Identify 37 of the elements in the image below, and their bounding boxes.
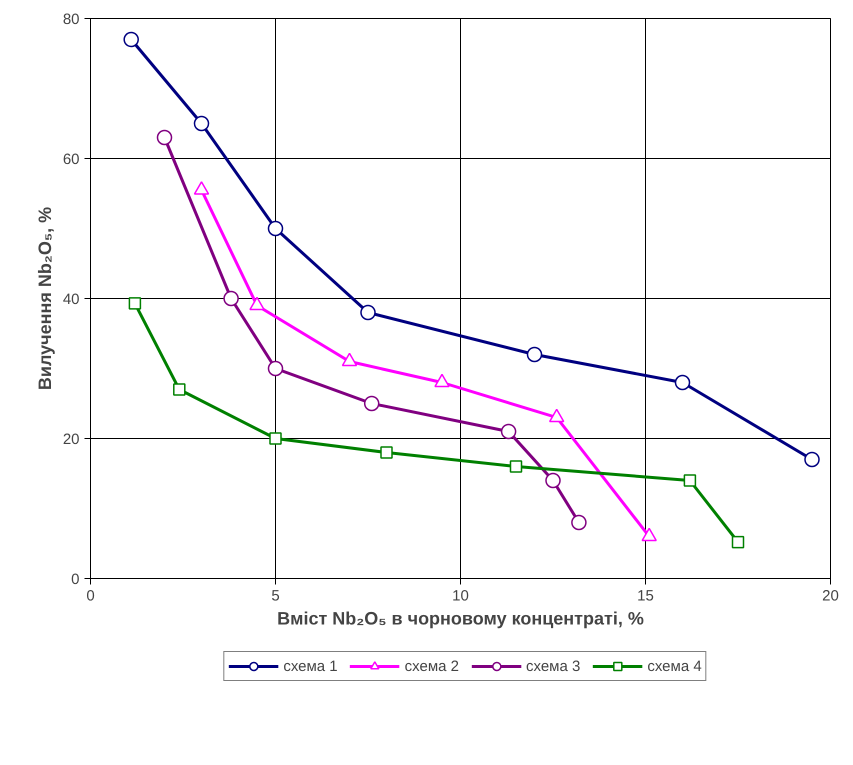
point [364, 396, 380, 412]
point [194, 116, 210, 132]
legend-label: схема 3 [526, 658, 580, 674]
y-tick-label: 20 [62, 431, 80, 448]
y-tick-label: 80 [62, 11, 80, 28]
legend-label: схема 4 [647, 658, 702, 674]
x-tick-label: 15 [637, 588, 654, 604]
legend-label: схема 2 [404, 658, 459, 674]
y-tick-label: 60 [62, 151, 80, 168]
point [269, 432, 282, 445]
x-tick-label: 10 [452, 588, 469, 604]
point [223, 290, 239, 306]
point [732, 536, 744, 548]
y-tick-label: 40 [62, 291, 80, 308]
point [360, 304, 376, 320]
point [674, 374, 690, 390]
x-tick-label: 20 [822, 588, 839, 604]
y-axis-title: Вилучення Nb₂O₅, % [34, 206, 55, 390]
point [128, 297, 142, 310]
point [571, 514, 587, 530]
point [500, 424, 516, 440]
point [173, 383, 186, 396]
x-tick-label: 5 [271, 588, 280, 604]
point [380, 446, 393, 459]
point [268, 360, 284, 376]
x-tick-label: 0 [86, 588, 95, 604]
y-tick-label: 0 [71, 571, 80, 588]
point [156, 130, 172, 146]
legend-label: схема 1 [283, 658, 338, 674]
point [526, 346, 542, 362]
point [268, 220, 284, 236]
x-axis-title: Вміст Nb₂O₅ в чорновому концентраті, % [277, 608, 644, 628]
point [123, 32, 139, 48]
point [510, 460, 522, 473]
point [684, 474, 696, 487]
point [545, 472, 561, 488]
point [804, 452, 820, 468]
